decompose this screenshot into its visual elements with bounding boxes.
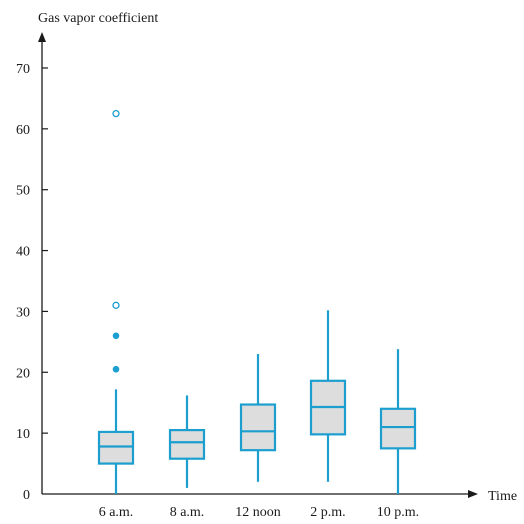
y-tick-label: 10	[16, 427, 30, 442]
y-axis-label: Gas vapor coefficient	[38, 11, 158, 26]
box	[97, 430, 135, 465]
box-group	[168, 395, 206, 488]
box-group	[309, 310, 347, 482]
box	[168, 428, 206, 460]
x-axis-ticks: 6 a.m. 8 a.m. 12 noon 2 p.m. 10 p.m.	[99, 505, 420, 520]
y-tick-label: 40	[16, 245, 30, 260]
mild-outlier	[112, 332, 120, 340]
mild-outlier	[112, 365, 120, 373]
y-tick-label: 20	[16, 366, 30, 381]
y-tick-label: 50	[16, 184, 30, 199]
y-axis-ticks: 0 10 20 30 40 50 60 70	[16, 62, 48, 503]
extreme-outlier	[112, 301, 120, 309]
y-axis-arrow	[38, 32, 46, 42]
x-tick-label: 2 p.m.	[310, 505, 345, 520]
y-tick-label: 0	[23, 488, 30, 503]
box	[239, 403, 277, 452]
box-group	[379, 349, 417, 494]
x-tick-label: 8 a.m.	[170, 505, 205, 520]
x-tick-label: 12 noon	[235, 505, 281, 520]
y-tick-label: 60	[16, 123, 30, 138]
x-axis-arrow	[468, 490, 478, 498]
y-tick-label: 30	[16, 305, 30, 320]
x-tick-label: 10 p.m.	[377, 505, 419, 520]
box	[379, 407, 417, 450]
box-group	[97, 109, 135, 494]
x-tick-label: 6 a.m.	[99, 505, 134, 520]
box-group	[239, 354, 277, 482]
extreme-outlier	[112, 109, 120, 118]
boxes	[97, 109, 417, 494]
x-axis-label: Time	[488, 489, 517, 504]
y-tick-label: 70	[16, 62, 30, 77]
